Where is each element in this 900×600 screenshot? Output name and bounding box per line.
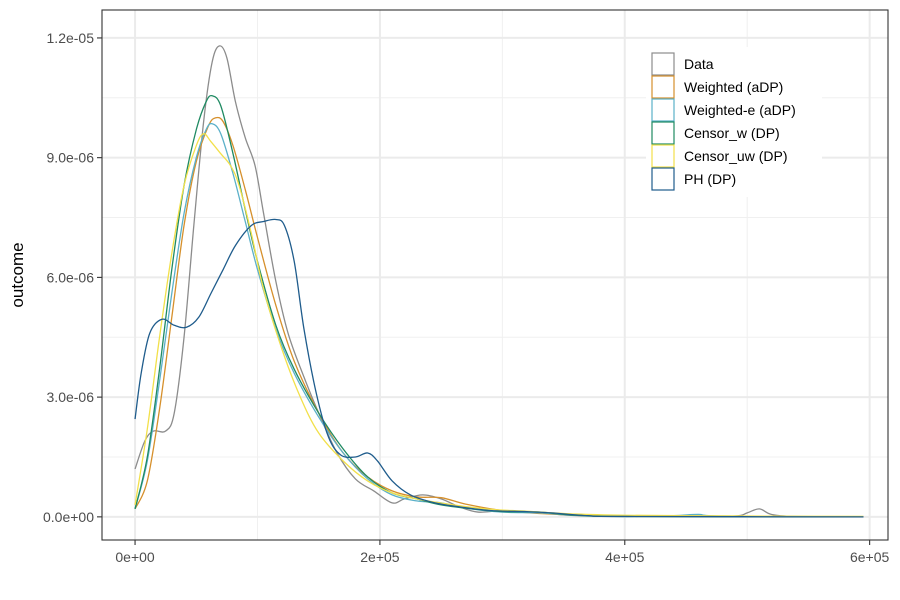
legend-label-weighted-e-adp: Weighted-e (aDP) xyxy=(684,102,796,118)
legend-label-weighted-adp: Weighted (aDP) xyxy=(684,79,783,95)
x-tick-label: 4e+05 xyxy=(605,549,645,565)
legend-label-censor-uw-dp: Censor_uw (DP) xyxy=(684,148,787,164)
y-axis-title: outcome xyxy=(8,242,27,307)
legend-background xyxy=(646,47,822,197)
legend-key-censor-w-dp xyxy=(651,121,675,145)
plot-panel-border xyxy=(101,9,889,541)
x-tick-label: 0e+00 xyxy=(115,549,155,565)
series-line-ph-dp xyxy=(134,218,864,518)
legend: Data Weighted (aDP) Weighted-e (aDP) Censor… xyxy=(646,47,822,197)
legend-key-ph-dp xyxy=(651,167,675,191)
y-tick-label: 1.2e-05 xyxy=(47,30,95,46)
y-tick-label: 3.0e-06 xyxy=(47,389,95,405)
x-tick-label: 6e+05 xyxy=(850,549,890,565)
legend-key-data xyxy=(651,52,675,76)
y-axis: 0.0e+00 3.0e-06 6.0e-06 9.0e-06 1.2e-05 xyxy=(43,30,102,525)
legend-label-data: Data xyxy=(684,56,714,72)
series-lines xyxy=(134,45,864,518)
y-tick-label: 9.0e-06 xyxy=(47,150,95,166)
legend-label-ph-dp: PH (DP) xyxy=(684,171,736,187)
x-axis: 0e+00 2e+05 4e+05 6e+05 xyxy=(115,540,890,565)
legend-label-censor-w-dp: Censor_w (DP) xyxy=(684,125,780,141)
legend-key-weighted-adp xyxy=(651,75,675,99)
y-tick-label: 0.0e+00 xyxy=(43,509,94,525)
x-tick-label: 2e+05 xyxy=(360,549,400,565)
major-gridlines xyxy=(102,10,888,540)
legend-key-weighted-e-adp xyxy=(651,98,675,122)
legend-key-censor-uw-dp xyxy=(651,144,675,168)
y-tick-label: 6.0e-06 xyxy=(47,269,95,285)
